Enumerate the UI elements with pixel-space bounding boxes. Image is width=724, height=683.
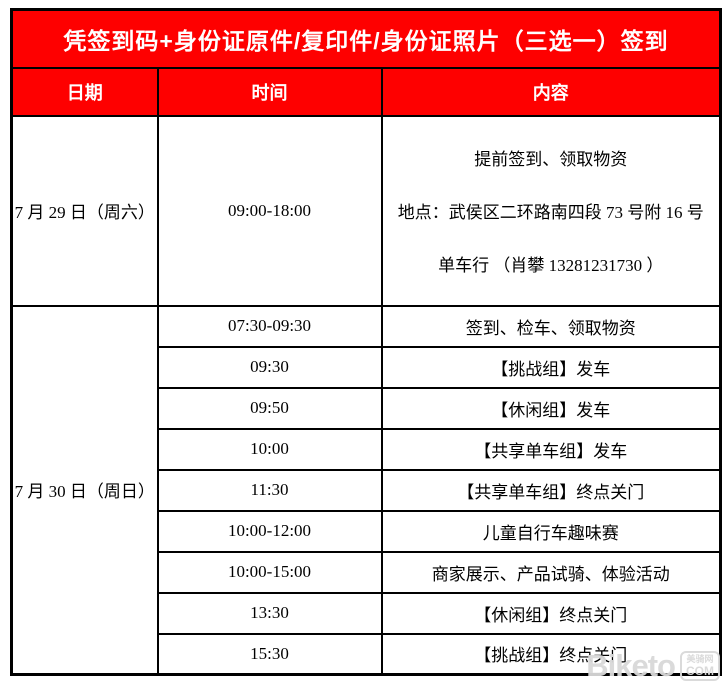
table-row: 10:00-12:00 儿童自行车趣味赛 xyxy=(12,509,722,553)
content-cell: 提前签到、领取物资 地点：武侯区二环路南四段 73 号附 16 号 单车行 （肖… xyxy=(380,114,722,307)
time-cell: 13:30 xyxy=(156,591,383,635)
time-cell: 11:30 xyxy=(156,468,383,512)
time-cell: 09:50 xyxy=(156,386,383,430)
table-row: 11:30 【共享单车组】终点关门 xyxy=(12,468,722,512)
time-cell: 10:00 xyxy=(156,427,383,471)
badge-top-label: 美骑网 xyxy=(686,653,714,664)
biketo-watermark: Biketo 美骑网 COM xyxy=(586,650,720,681)
content-cell: 【挑战组】终点关门 xyxy=(380,632,722,676)
column-header-date: 日期 xyxy=(10,66,159,117)
page-title: 凭签到码+身份证原件/复印件/身份证照片（三选一）签到 xyxy=(10,8,722,69)
date-cell-jul30: 7 月 30 日（周日） xyxy=(10,304,159,676)
table-row: 10:00 【共享单车组】发车 xyxy=(12,427,722,471)
table-row: 7 月 30 日（周日） 07:30-09:30 签到、检车、领取物资 xyxy=(10,304,722,676)
title-row: 凭签到码+身份证原件/复印件/身份证照片（三选一）签到 xyxy=(10,8,722,69)
biketo-logo: Biketo xyxy=(586,648,676,683)
content-lines: 提前签到、领取物资 地点：武侯区二环路南四段 73 号附 16 号 单车行 （肖… xyxy=(383,117,720,305)
time-cell: 09:30 xyxy=(156,345,383,389)
badge-bottom-label: COM xyxy=(686,663,714,678)
content-cell: 【休闲组】发车 xyxy=(380,386,722,430)
header-row: 日期 时间 内容 xyxy=(10,66,722,117)
time-cell: 10:00-15:00 xyxy=(156,550,383,594)
schedule-table: 凭签到码+身份证原件/复印件/身份证照片（三选一）签到 日期 时间 内容 7 月… xyxy=(10,8,723,676)
table-row: 09:30 【挑战组】发车 xyxy=(12,345,722,389)
content-cell: 【共享单车组】终点关门 xyxy=(380,468,722,512)
table-row-jul29: 7 月 29 日（周六） 09:00-18:00 提前签到、领取物资 地点：武侯… xyxy=(10,114,722,307)
time-cell: 10:00-12:00 xyxy=(156,509,383,553)
content-cell: 儿童自行车趣味赛 xyxy=(380,509,722,553)
content-cell: 【共享单车组】发车 xyxy=(380,427,722,471)
content-cell: 【挑战组】发车 xyxy=(380,345,722,389)
column-header-content: 内容 xyxy=(380,66,722,117)
content-line: 地点：武侯区二环路南四段 73 号附 16 号 xyxy=(397,203,704,222)
content-line: 单车行 （肖攀 13281231730 ） xyxy=(438,256,664,276)
content-cell: 商家展示、产品试骑、体验活动 xyxy=(380,550,722,594)
content-cell: 【休闲组】终点关门 xyxy=(380,591,722,635)
content-line: 提前签到、领取物资 xyxy=(474,149,628,169)
date-cell-jul29: 7 月 29 日（周六） xyxy=(10,114,159,307)
time-cell: 07:30-09:30 xyxy=(156,304,383,348)
biketo-badge-icon: 美骑网 COM xyxy=(680,650,720,681)
table-row: 09:50 【休闲组】发车 xyxy=(12,386,722,430)
time-cell: 15:30 xyxy=(156,632,383,676)
table-row: 15:30 【挑战组】终点关门 xyxy=(12,632,722,676)
table-row: 10:00-15:00 商家展示、产品试骑、体验活动 xyxy=(12,550,722,594)
time-cell: 09:00-18:00 xyxy=(156,114,383,307)
table-row: 13:30 【休闲组】终点关门 xyxy=(12,591,722,635)
content-cell: 签到、检车、领取物资 xyxy=(380,304,722,348)
column-header-time: 时间 xyxy=(156,66,383,117)
